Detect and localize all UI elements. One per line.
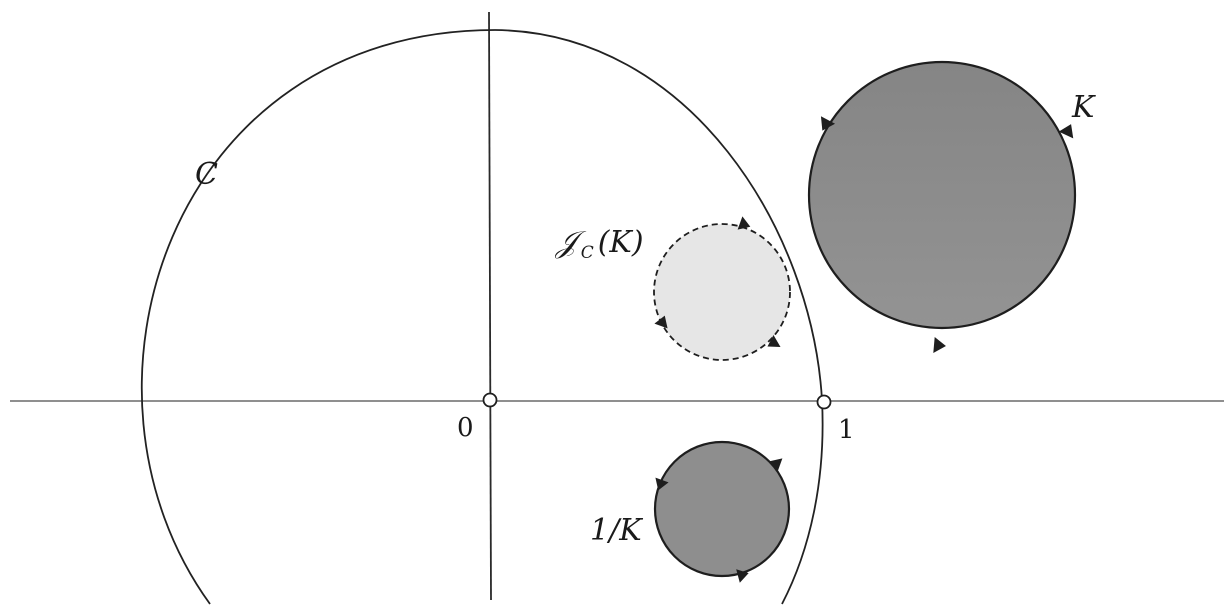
label-region-k: K <box>1071 90 1096 125</box>
arrowhead-icon <box>736 569 749 583</box>
region-inverse-k <box>653 440 791 578</box>
origin-point <box>482 392 498 408</box>
label-origin: 0 <box>457 413 474 443</box>
label-region-inverse-k: 1/K <box>590 513 643 548</box>
arrowhead-icon <box>737 216 751 230</box>
region-jc-k <box>653 223 791 361</box>
arrowhead-icon <box>767 334 781 348</box>
arrowhead-icon <box>654 315 668 329</box>
label-region-jc-k: 𝒥 C (K) <box>554 225 644 263</box>
imaginary-axis <box>488 11 492 601</box>
contour-c <box>141 29 824 605</box>
arrowhead-icon <box>933 337 946 353</box>
arrowhead-icon <box>1058 124 1074 139</box>
arrowhead-icon <box>769 458 783 472</box>
arrowhead-icon <box>655 477 669 491</box>
label-one: 1 <box>838 415 855 445</box>
label-jc-argument: (K) <box>598 225 644 260</box>
label-jc-subscript: C <box>581 243 594 263</box>
region-k <box>807 60 1077 330</box>
unit-point <box>816 394 832 410</box>
arrowhead-icon <box>820 116 836 131</box>
label-contour-c: C <box>195 157 218 192</box>
